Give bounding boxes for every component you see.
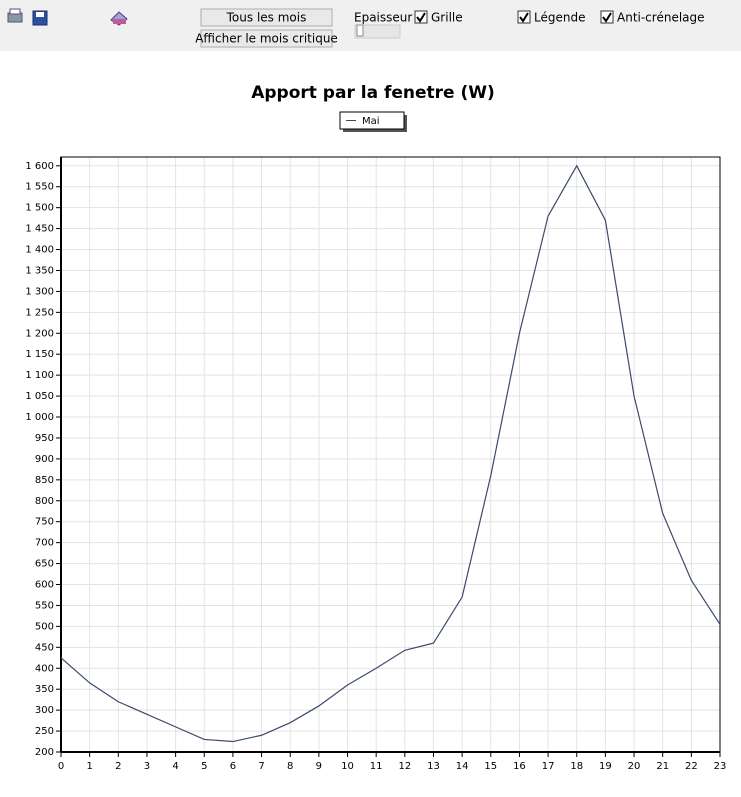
y-tick-label: 1 450 — [25, 224, 54, 235]
save-icon[interactable] — [32, 10, 48, 26]
x-tick-label: 17 — [542, 761, 555, 772]
button-label[interactable]: Tous les mois — [226, 11, 307, 25]
x-tick-label: 10 — [341, 761, 354, 772]
x-tick-label: 19 — [599, 761, 612, 772]
y-tick-label: 750 — [35, 517, 54, 528]
x-tick-label: 23 — [714, 761, 727, 772]
line-series — [60, 164, 721, 743]
x-tick-label: 13 — [427, 761, 440, 772]
print-icon[interactable] — [7, 8, 23, 23]
x-tick-label: 3 — [144, 761, 150, 772]
legend-box — [339, 111, 405, 130]
y-tick-label: 1 250 — [25, 307, 54, 318]
x-tick-label: 18 — [570, 761, 583, 772]
y-tick-label: 500 — [35, 621, 54, 632]
x-tick-label: 9 — [316, 761, 322, 772]
x-tick-label: 2 — [115, 761, 121, 772]
x-tick-label: 20 — [628, 761, 641, 772]
y-tick-label: 700 — [35, 538, 54, 549]
checkmark[interactable] — [416, 12, 426, 23]
chart-bg — [0, 51, 741, 797]
y-tick-label: 400 — [35, 663, 54, 674]
x-tick-label: 12 — [398, 761, 411, 772]
x-tick-label: 0 — [58, 761, 64, 772]
y-tick-label: 1 050 — [25, 391, 54, 402]
y-tick-label: 450 — [35, 642, 54, 653]
y-tick-label: 800 — [35, 496, 54, 507]
slider-track[interactable] — [354, 24, 401, 39]
y-tick-label: 1 000 — [25, 412, 54, 423]
button[interactable] — [200, 29, 333, 48]
x-tick-label: 5 — [201, 761, 207, 772]
slider-thumb[interactable] — [356, 24, 364, 37]
y-tick-label: 1 400 — [25, 245, 54, 256]
checkmark[interactable] — [602, 12, 612, 23]
y-tick-label: 600 — [35, 580, 54, 591]
button[interactable] — [200, 8, 333, 27]
y-tick-label: 1 300 — [25, 286, 54, 297]
checkmark[interactable] — [519, 12, 529, 23]
x-tick-label: 21 — [656, 761, 669, 772]
y-tick-label: 200 — [35, 747, 54, 758]
y-tick-label: 650 — [35, 559, 54, 570]
y-tick-label: 900 — [35, 454, 54, 465]
x-tick-label: 22 — [685, 761, 698, 772]
y-tick-label: 1 350 — [25, 265, 54, 276]
y-tick-label: 550 — [35, 600, 54, 611]
x-tick-label: 8 — [287, 761, 293, 772]
x-tick-label: 14 — [456, 761, 469, 772]
slider-label: Epaisseur — [354, 11, 412, 25]
y-tick-label: 350 — [35, 684, 54, 695]
y-tick-label: 1 500 — [25, 203, 54, 214]
x-tick-label: 16 — [513, 761, 526, 772]
x-tick-label: 11 — [370, 761, 383, 772]
legend-label: Mai — [362, 116, 380, 127]
y-tick-label: 1 200 — [25, 328, 54, 339]
y-tick-label: 300 — [35, 705, 54, 716]
y-tick-label: 1 550 — [25, 182, 54, 193]
x-tick-label: 6 — [230, 761, 236, 772]
x-tick-label: 7 — [258, 761, 264, 772]
export-icon[interactable] — [110, 11, 128, 26]
y-tick-label: 950 — [35, 433, 54, 444]
y-tick-label: 1 600 — [25, 161, 54, 172]
checkbox-label[interactable]: Légende — [534, 11, 585, 25]
checkbox-label[interactable]: Anti-crénelage — [617, 11, 705, 25]
checkbox-label[interactable]: Grille — [431, 11, 463, 25]
button-label[interactable]: Afficher le mois critique — [195, 32, 338, 46]
chart-title: Apport par la fenetre (W) — [251, 83, 495, 103]
y-tick-label: 250 — [35, 726, 54, 737]
y-tick-label: 850 — [35, 475, 54, 486]
x-tick-label: 15 — [484, 761, 497, 772]
y-tick-label: 1 100 — [25, 370, 54, 381]
y-tick-label: 1 150 — [25, 349, 54, 360]
x-tick-label: 4 — [172, 761, 178, 772]
x-tick-label: 1 — [86, 761, 92, 772]
